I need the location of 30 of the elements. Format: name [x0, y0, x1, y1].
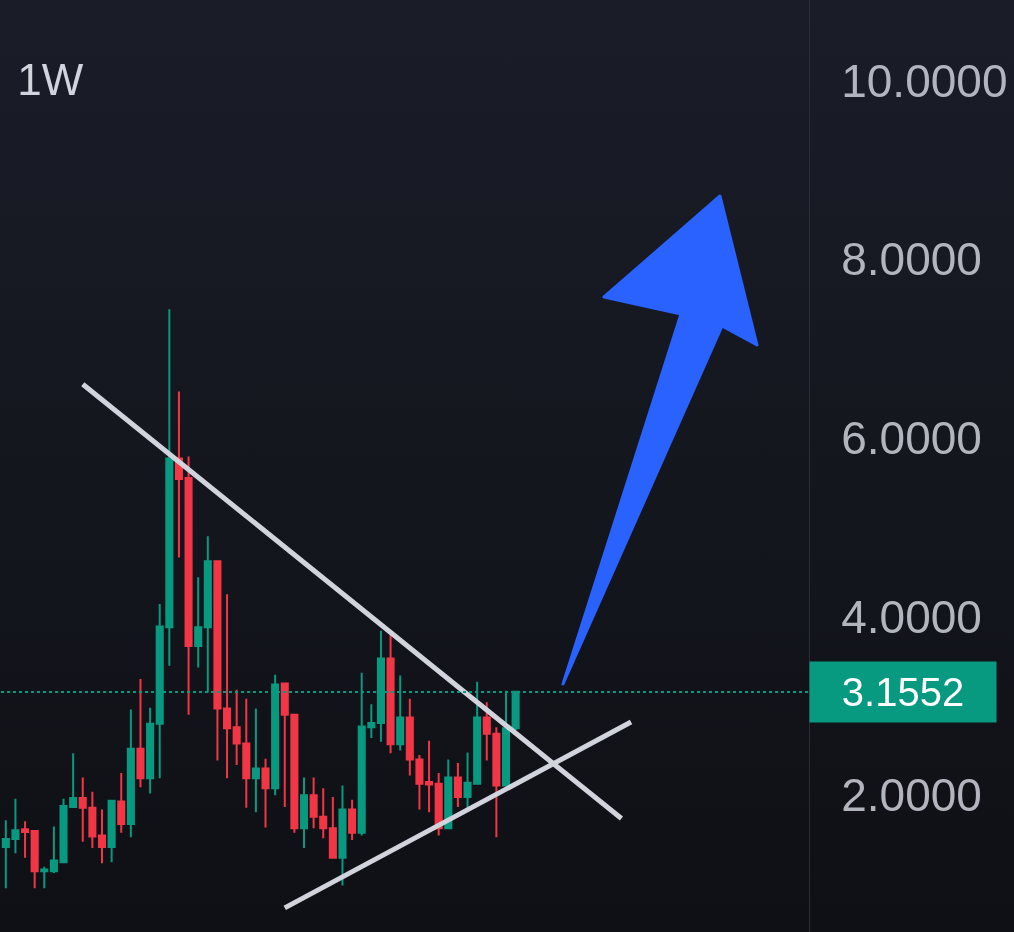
y-tick-label: 6.0000	[841, 411, 982, 464]
candlestick	[174, 390, 183, 559]
candlestick	[126, 708, 135, 839]
candlestick	[425, 739, 434, 814]
candlestick	[21, 820, 30, 859]
candlestick	[184, 455, 193, 716]
candlestick	[30, 829, 39, 890]
candlestick	[338, 784, 347, 887]
candlestick	[146, 706, 155, 795]
candlestick	[40, 865, 49, 890]
candlestick	[328, 796, 337, 860]
candlestick	[444, 758, 453, 830]
candlestick	[194, 576, 203, 669]
candlestick	[97, 808, 107, 865]
candlestick	[107, 798, 116, 864]
candlestick	[136, 678, 145, 789]
candlestick	[348, 798, 357, 841]
candlestick	[117, 771, 126, 834]
ref-line-label: 3.1552	[841, 670, 965, 714]
candlestick	[299, 776, 309, 849]
y-tick-label: 4.0000	[841, 590, 982, 643]
text: 1W	[17, 54, 84, 104]
candlestick	[213, 559, 222, 762]
y-tick-label: 8.0000	[841, 233, 982, 286]
candlestick	[453, 762, 462, 808]
candlestick	[223, 593, 232, 780]
y-tick-label: 10.0000	[841, 54, 1008, 107]
candlestick	[261, 757, 270, 829]
y-tick-label: 2.0000	[841, 769, 982, 822]
candlestick	[251, 707, 260, 814]
